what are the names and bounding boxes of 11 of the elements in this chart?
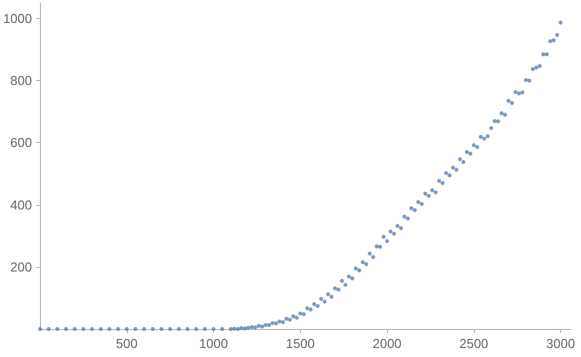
y-tick-label: 400 (10, 197, 32, 212)
x-tick-label: 1500 (286, 336, 315, 351)
y-tick-label: 200 (10, 259, 32, 274)
x-tick-label: 500 (116, 336, 138, 351)
y-tick-label: 600 (10, 135, 32, 150)
x-tick-label: 2000 (372, 336, 402, 351)
x-tick-label: 1000 (199, 336, 228, 351)
x-tick-label: 2500 (459, 336, 488, 351)
y-tick-label: 1000 (3, 11, 32, 26)
x-tick-label: 3000 (546, 336, 576, 351)
y-tick-label: 800 (10, 73, 32, 88)
